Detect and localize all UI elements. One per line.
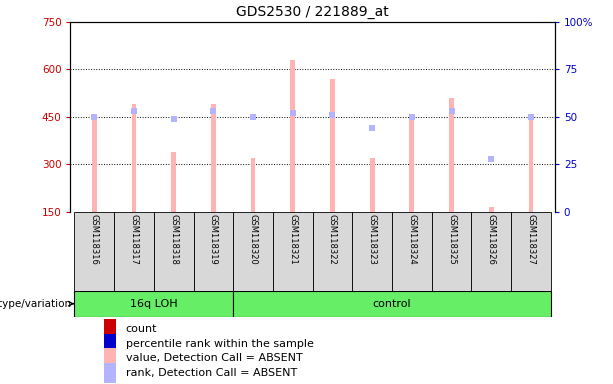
Bar xyxy=(104,334,116,354)
Bar xyxy=(273,212,313,291)
Text: GSM118322: GSM118322 xyxy=(328,214,337,265)
Text: GSM118318: GSM118318 xyxy=(169,214,178,265)
Title: GDS2530 / 221889_at: GDS2530 / 221889_at xyxy=(236,5,389,20)
Bar xyxy=(511,212,551,291)
Bar xyxy=(171,152,176,212)
Bar xyxy=(251,158,256,212)
Bar xyxy=(114,212,154,291)
Text: genotype/variation: genotype/variation xyxy=(0,299,71,309)
Bar xyxy=(154,212,194,291)
Text: GSM118316: GSM118316 xyxy=(90,214,99,265)
Bar xyxy=(74,291,233,317)
Bar xyxy=(211,104,216,212)
Bar xyxy=(132,104,136,212)
Bar xyxy=(471,212,511,291)
Bar xyxy=(74,212,114,291)
Bar xyxy=(104,319,116,339)
Bar xyxy=(291,60,295,212)
Bar xyxy=(330,79,335,212)
Bar xyxy=(528,115,533,212)
Text: percentile rank within the sample: percentile rank within the sample xyxy=(126,339,313,349)
Text: GSM118326: GSM118326 xyxy=(487,214,496,265)
Bar xyxy=(233,212,273,291)
Bar xyxy=(104,363,116,383)
Text: GSM118325: GSM118325 xyxy=(447,214,456,265)
Text: GSM118317: GSM118317 xyxy=(129,214,139,265)
Bar xyxy=(313,212,352,291)
Text: control: control xyxy=(373,299,411,309)
Text: GSM118320: GSM118320 xyxy=(249,214,257,265)
Bar xyxy=(370,158,375,212)
Bar xyxy=(432,212,471,291)
Bar xyxy=(104,348,116,369)
Text: 16q LOH: 16q LOH xyxy=(130,299,178,309)
Text: GSM118327: GSM118327 xyxy=(527,214,535,265)
Bar xyxy=(233,291,551,317)
Bar xyxy=(409,117,414,212)
Bar xyxy=(392,212,432,291)
Text: GSM118324: GSM118324 xyxy=(408,214,416,265)
Bar xyxy=(194,212,233,291)
Text: GSM118323: GSM118323 xyxy=(368,214,376,265)
Text: GSM118321: GSM118321 xyxy=(288,214,297,265)
Text: GSM118319: GSM118319 xyxy=(209,214,218,265)
Text: value, Detection Call = ABSENT: value, Detection Call = ABSENT xyxy=(126,353,302,364)
Bar xyxy=(352,212,392,291)
Text: count: count xyxy=(126,324,157,334)
Bar xyxy=(489,207,493,212)
Text: rank, Detection Call = ABSENT: rank, Detection Call = ABSENT xyxy=(126,368,297,378)
Bar xyxy=(449,98,454,212)
Bar xyxy=(92,114,97,212)
